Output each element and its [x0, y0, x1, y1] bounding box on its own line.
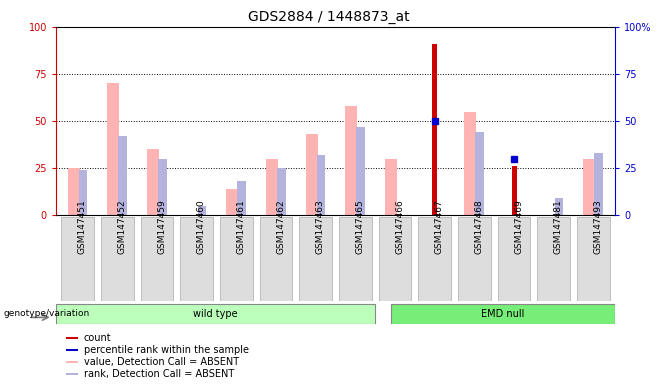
Bar — [345, 106, 357, 215]
Bar — [226, 189, 238, 215]
FancyBboxPatch shape — [339, 217, 372, 301]
Text: GSM147463: GSM147463 — [316, 200, 325, 255]
FancyBboxPatch shape — [391, 304, 615, 324]
FancyBboxPatch shape — [379, 217, 411, 301]
Bar — [68, 168, 80, 215]
Bar — [78, 170, 88, 215]
Bar — [266, 159, 278, 215]
Text: genotype/variation: genotype/variation — [3, 310, 89, 318]
FancyBboxPatch shape — [498, 217, 530, 301]
FancyBboxPatch shape — [66, 349, 78, 351]
Text: count: count — [84, 333, 111, 343]
Bar — [356, 127, 365, 215]
Bar — [197, 206, 206, 215]
FancyBboxPatch shape — [577, 217, 610, 301]
Bar — [475, 132, 484, 215]
Text: value, Detection Call = ABSENT: value, Detection Call = ABSENT — [84, 357, 239, 367]
FancyBboxPatch shape — [418, 217, 451, 301]
FancyBboxPatch shape — [260, 217, 292, 301]
FancyBboxPatch shape — [66, 337, 78, 339]
Text: GSM147481: GSM147481 — [554, 200, 563, 255]
Text: GSM147469: GSM147469 — [514, 200, 523, 255]
Bar — [147, 149, 159, 215]
Text: GSM147461: GSM147461 — [236, 200, 245, 255]
Bar — [594, 153, 603, 215]
Bar — [306, 134, 318, 215]
Text: GSM147460: GSM147460 — [197, 200, 206, 255]
Bar — [385, 159, 397, 215]
Bar — [107, 83, 119, 215]
Bar — [316, 155, 325, 215]
Text: GSM147452: GSM147452 — [117, 200, 126, 255]
Bar — [465, 112, 476, 215]
Text: GSM147465: GSM147465 — [355, 200, 365, 255]
Bar — [277, 168, 286, 215]
Text: percentile rank within the sample: percentile rank within the sample — [84, 345, 249, 355]
Text: GDS2884 / 1448873_at: GDS2884 / 1448873_at — [248, 10, 410, 23]
FancyBboxPatch shape — [458, 217, 491, 301]
Bar — [237, 181, 246, 215]
FancyBboxPatch shape — [220, 217, 253, 301]
Bar — [118, 136, 127, 215]
Bar — [432, 44, 438, 215]
FancyBboxPatch shape — [101, 217, 134, 301]
Bar — [555, 198, 563, 215]
Text: GSM147468: GSM147468 — [474, 200, 484, 255]
FancyBboxPatch shape — [56, 304, 375, 324]
Text: GSM147493: GSM147493 — [594, 200, 603, 255]
Text: GSM147451: GSM147451 — [78, 200, 87, 255]
FancyBboxPatch shape — [61, 217, 94, 301]
Text: rank, Detection Call = ABSENT: rank, Detection Call = ABSENT — [84, 369, 234, 379]
Text: wild type: wild type — [193, 309, 238, 319]
Text: GSM147467: GSM147467 — [435, 200, 443, 255]
FancyBboxPatch shape — [66, 361, 78, 362]
FancyBboxPatch shape — [538, 217, 570, 301]
FancyBboxPatch shape — [66, 373, 78, 375]
Text: GSM147466: GSM147466 — [395, 200, 404, 255]
Bar — [584, 159, 595, 215]
FancyBboxPatch shape — [180, 217, 213, 301]
Bar — [511, 166, 517, 215]
FancyBboxPatch shape — [141, 217, 173, 301]
Bar — [158, 159, 166, 215]
Text: EMD null: EMD null — [482, 309, 525, 319]
FancyBboxPatch shape — [299, 217, 332, 301]
Text: GSM147462: GSM147462 — [276, 200, 285, 255]
Text: GSM147459: GSM147459 — [157, 200, 166, 255]
